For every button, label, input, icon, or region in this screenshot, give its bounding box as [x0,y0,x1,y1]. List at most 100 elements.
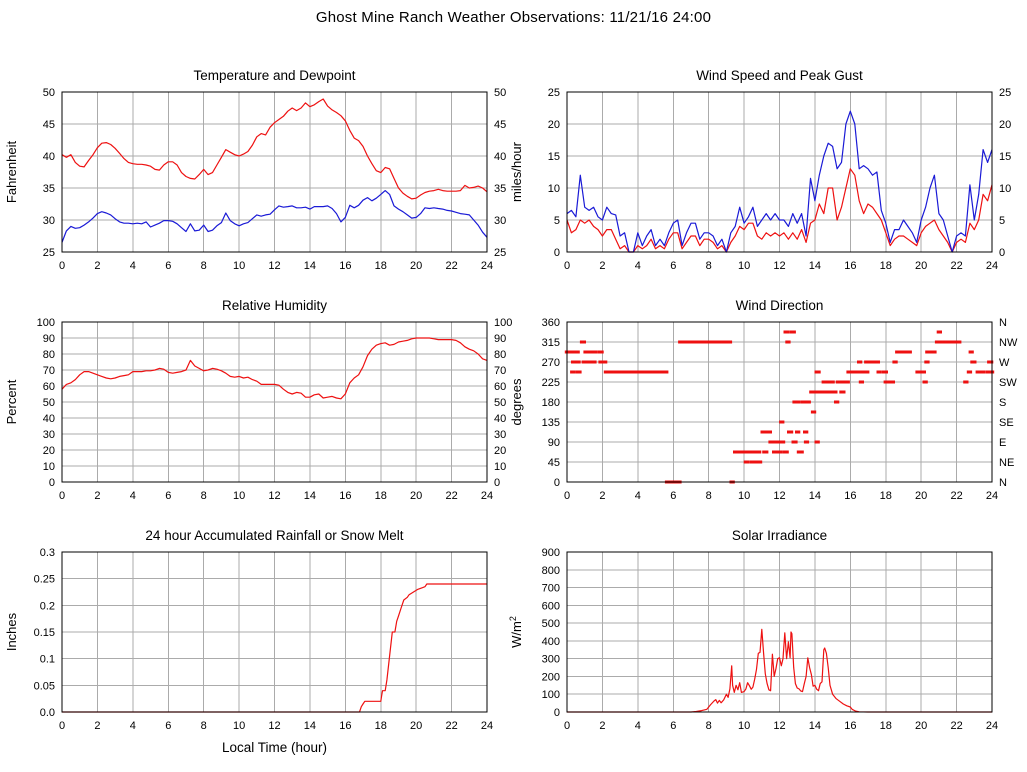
x-tick-label: 16 [339,260,351,272]
y-tick-label-right: 70 [494,365,506,377]
direction-marker [865,370,870,374]
direction-marker [571,370,576,374]
x-tick-label: 14 [304,490,316,502]
y-tick-label: 270 [542,357,560,369]
y-tick-label-right: 10 [999,183,1011,195]
y-tick-label: 900 [542,547,560,559]
x-tick-label: 4 [635,490,641,502]
direction-marker [793,440,798,444]
x-tick-label: 4 [130,720,136,732]
x-tick-label: 16 [844,260,856,272]
x-tick-label: 18 [880,720,892,732]
direction-marker [932,350,937,354]
y-tick-label: 360 [542,317,560,329]
chart-title: Wind Speed and Peak Gust [696,68,863,83]
y-tick-label: 15 [548,151,560,163]
y-tick-label: 45 [548,457,560,469]
x-tick-label: 0 [59,490,65,502]
y-tick-label: 0.3 [40,547,55,559]
y-tick-label: 0 [554,477,560,489]
x-tick-label: 8 [706,720,712,732]
direction-marker [875,360,880,364]
y-tick-label-right: 15 [999,151,1011,163]
y-tick-label: 225 [542,377,560,389]
x-tick-label: 22 [445,260,457,272]
x-tick-label: 16 [844,490,856,502]
x-tick-label: 6 [670,720,676,732]
y-tick-label: 50 [43,87,55,99]
y-tick-label: 10 [548,183,560,195]
direction-marker [856,370,861,374]
y-tick-label: 400 [542,636,560,648]
compass-label: N [999,477,1007,489]
direction-marker [834,400,840,404]
y-tick-label-right: 80 [494,349,506,361]
x-tick-label: 22 [445,720,457,732]
y-tick-label: 0.1 [40,654,55,666]
x-tick-label: 18 [375,720,387,732]
grid [566,321,993,483]
direction-marker [923,380,928,384]
y-tick-label: 0 [49,477,55,489]
direction-marker [811,410,817,414]
direction-marker [967,370,973,374]
direction-marker [727,340,733,344]
direction-marker [833,390,838,394]
chart-title: Wind Direction [736,298,824,313]
direction-marker [969,350,974,354]
y-tick-label-right: 20 [999,119,1011,131]
y-tick-label-right: 40 [494,413,506,425]
y-tick-label: 0 [554,707,560,719]
x-tick-label: 20 [915,260,927,272]
peak-gust-series [566,110,993,253]
direction-marker [803,430,809,434]
grid [61,321,488,483]
direction-marker [575,350,580,354]
plot-border [61,91,488,253]
y-tick-label: 70 [43,365,55,377]
direction-marker [592,360,597,364]
direction-marker [925,360,930,364]
dewpoint-series [61,190,488,243]
direction-marker [576,360,581,364]
chart-title: Temperature and Dewpoint [193,68,355,83]
x-tick-label: 8 [201,720,207,732]
y-axis-title: Inches [4,612,19,651]
y-tick-label-right: 25 [494,247,506,259]
y-tick-label-right: 45 [494,119,506,131]
x-tick-label: 14 [304,720,316,732]
y-tick-label: 700 [542,583,560,595]
y-tick-label: 20 [43,445,55,457]
direction-marker [907,350,912,354]
direction-marker [877,370,882,374]
wind-direction-points [564,330,995,484]
y-tick-label-right: 30 [494,429,506,441]
grid [566,91,993,253]
x-tick-label: 16 [339,720,351,732]
y-tick-label: 10 [43,461,55,473]
page-title: Ghost Mine Ranch Weather Observations: 1… [315,9,712,26]
y-tick-label: 90 [548,437,560,449]
y-tick-label: 0.0 [40,707,55,719]
x-tick-label: 10 [738,720,750,732]
x-tick-label: 22 [950,490,962,502]
compass-label: N [999,317,1007,329]
direction-marker [845,380,850,384]
x-tick-label: 12 [268,720,280,732]
compass-label: S [999,397,1006,409]
direction-marker [893,360,898,364]
chart-title: Solar Irradiance [732,528,827,543]
x-tick-label: 4 [130,490,136,502]
x-tick-label: 24 [986,260,998,272]
direction-marker [593,350,598,354]
direction-marker [841,390,846,394]
x-tick-label: 2 [94,490,100,502]
x-tick-label: 20 [915,490,927,502]
x-tick-label: 6 [165,260,171,272]
y-tick-label: 60 [43,381,55,393]
x-tick-label: 14 [304,260,316,272]
direction-marker [980,370,986,374]
